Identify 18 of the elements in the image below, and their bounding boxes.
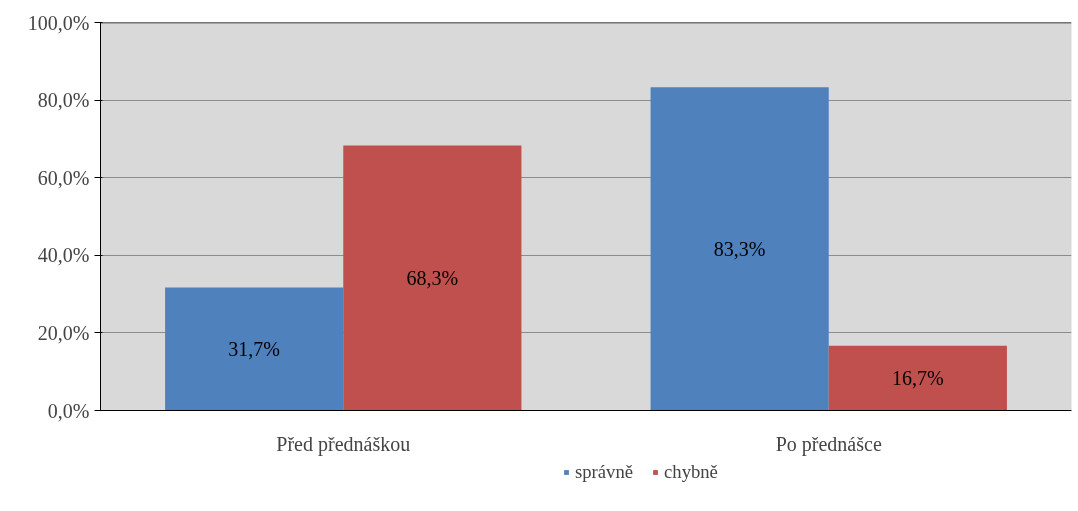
y-tick-label: 40,0% — [37, 244, 90, 267]
legend-label: správně — [575, 461, 634, 483]
bar — [343, 145, 522, 411]
data-label: 31,7% — [228, 338, 280, 360]
bar — [650, 87, 829, 411]
data-label: 16,7% — [892, 367, 944, 390]
y-tick-label: 0,0% — [47, 399, 90, 422]
y-tick-label: 20,0% — [37, 321, 90, 344]
bar — [828, 345, 1007, 411]
y-tick-label: 80,0% — [37, 89, 90, 112]
y-tick-label: 60,0% — [37, 166, 90, 189]
bar — [165, 287, 344, 411]
data-label: 68,3% — [406, 267, 459, 289]
x-tick-label: Po přednášce — [775, 432, 882, 456]
y-tick-label: 100,0% — [27, 11, 90, 34]
x-tick-label: Před přednáškou — [276, 432, 411, 456]
data-label: 83,3% — [713, 237, 766, 260]
legend-label: chybně — [664, 461, 718, 483]
